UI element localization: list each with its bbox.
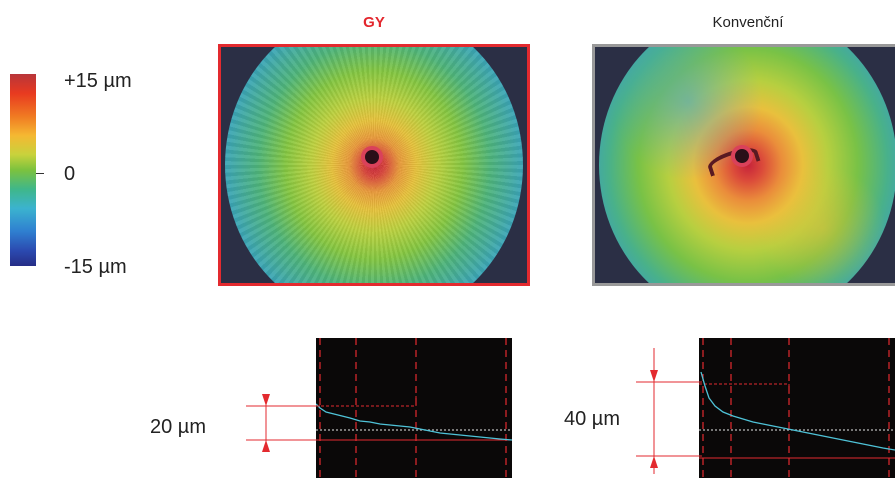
scale-min-label: -15 µm: [64, 256, 127, 278]
gy-center-hub: [361, 146, 383, 168]
color-scale-bar: [10, 74, 36, 266]
conventional-title: Konvenční: [712, 14, 784, 31]
conventional-surface-map: [592, 44, 895, 286]
gy-profile-graph: [316, 338, 512, 478]
gy-title: GY: [363, 14, 385, 31]
gy-surface-map: [218, 44, 530, 286]
gy-measurement-label: 20 µm: [150, 416, 206, 438]
conventional-profile-graph: [699, 338, 895, 478]
gy-dimension-marker: [246, 394, 320, 452]
conventional-dimension-marker: [636, 348, 702, 474]
conventional-center-hub: [731, 145, 753, 167]
conventional-measurement-label: 40 µm: [564, 408, 620, 430]
scale-zero-label: 0: [64, 163, 76, 185]
scale-zero-tick: [36, 173, 44, 174]
scale-max-label: +15 µm: [64, 70, 132, 92]
